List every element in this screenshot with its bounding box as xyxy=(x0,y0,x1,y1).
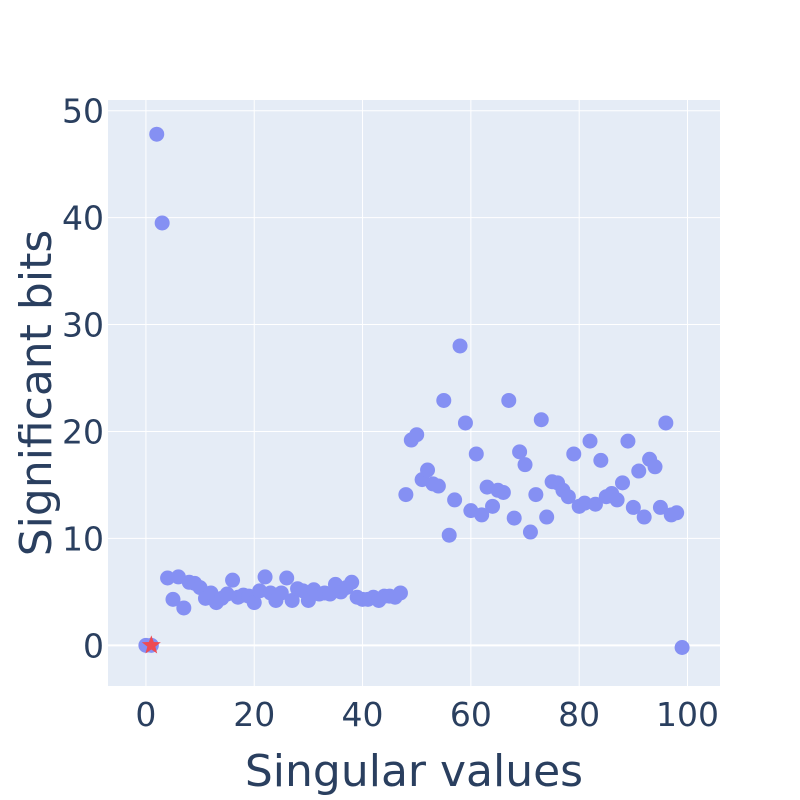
data-point xyxy=(587,496,603,512)
data-point xyxy=(566,446,582,462)
data-point xyxy=(593,452,609,468)
data-point xyxy=(533,412,549,428)
x-tick-label: 40 xyxy=(342,695,384,734)
data-point xyxy=(485,498,501,514)
data-point xyxy=(441,527,457,543)
data-point xyxy=(539,509,555,525)
y-tick-label: 40 xyxy=(62,199,104,238)
data-point xyxy=(501,392,517,408)
data-point xyxy=(674,640,690,656)
data-point xyxy=(560,489,576,505)
data-point xyxy=(176,600,192,616)
x-tick-label: 20 xyxy=(233,695,275,734)
data-point xyxy=(452,338,468,354)
data-point xyxy=(409,427,425,443)
data-point xyxy=(344,574,360,590)
x-tick-label: 80 xyxy=(558,695,600,734)
data-point xyxy=(512,444,528,460)
y-axis-ticks: 0 10 20 30 40 50 xyxy=(62,92,104,666)
x-axis-ticks: 0 20 40 60 80 100 xyxy=(135,695,719,734)
data-point xyxy=(615,475,631,491)
y-tick-label: 0 xyxy=(83,626,104,665)
data-point xyxy=(669,505,685,521)
data-point xyxy=(495,484,511,500)
data-point xyxy=(160,570,176,586)
data-point xyxy=(246,595,262,611)
data-point xyxy=(658,415,674,431)
y-tick-label: 30 xyxy=(62,306,104,345)
x-axis-title: Singular values xyxy=(245,746,583,797)
data-point xyxy=(620,433,636,449)
data-point xyxy=(636,509,652,525)
data-point xyxy=(609,492,625,508)
y-tick-label: 20 xyxy=(62,412,104,451)
y-tick-label: 10 xyxy=(62,519,104,558)
data-point xyxy=(474,507,490,523)
data-point xyxy=(582,433,598,449)
data-points xyxy=(138,126,690,656)
data-point xyxy=(392,585,408,601)
data-point xyxy=(631,463,647,479)
data-point xyxy=(284,592,300,608)
data-point xyxy=(279,570,295,586)
data-point xyxy=(165,591,181,607)
data-point xyxy=(652,499,668,515)
y-tick-label: 50 xyxy=(62,92,104,131)
data-point xyxy=(625,499,641,515)
data-point xyxy=(577,495,593,511)
x-tick-label: 60 xyxy=(450,695,492,734)
data-point xyxy=(154,215,170,231)
data-point xyxy=(436,392,452,408)
data-point xyxy=(517,457,533,473)
data-point xyxy=(225,572,241,588)
x-tick-label: 100 xyxy=(656,695,719,734)
data-point xyxy=(398,487,414,503)
y-axis-title: Significant bits xyxy=(11,230,62,557)
data-point xyxy=(430,478,446,494)
data-point xyxy=(257,569,273,585)
data-point xyxy=(468,446,484,462)
data-point xyxy=(149,126,165,142)
highlight-star-point xyxy=(141,635,161,654)
data-point xyxy=(420,462,436,478)
data-point xyxy=(522,524,538,540)
data-point xyxy=(273,585,289,601)
data-point xyxy=(457,415,473,431)
data-point xyxy=(647,459,663,475)
data-point xyxy=(447,492,463,508)
data-point xyxy=(506,510,522,526)
gridlines xyxy=(108,100,720,686)
x-tick-label: 0 xyxy=(135,695,156,734)
data-point xyxy=(528,487,544,503)
